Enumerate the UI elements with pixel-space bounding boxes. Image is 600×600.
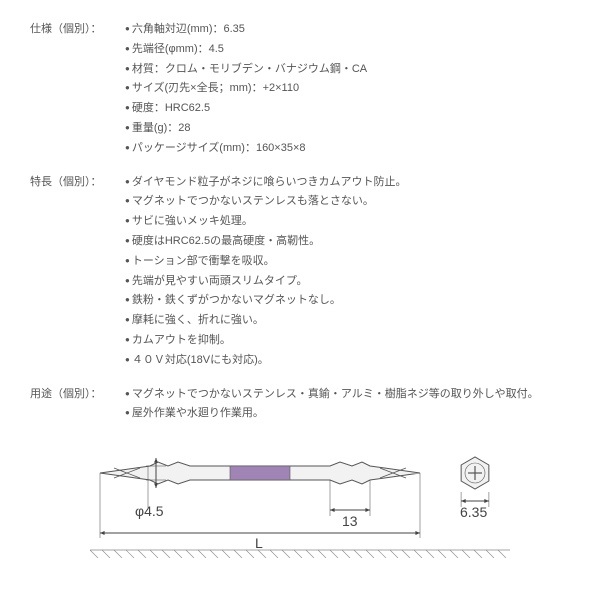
- spec-item-text: トーション部で衝撃を吸収。: [132, 255, 275, 267]
- section-items: ●マグネットでつかないステンレス・真鍮・アルミ・樹脂ネジ等の取り外しや取付。●屋…: [125, 385, 570, 425]
- bullet-icon: ●: [125, 22, 130, 36]
- spec-item-text: 先端が見やすい両頭スリムタイプ。: [132, 275, 308, 287]
- spec-item: ●カムアウトを抑制。: [125, 331, 570, 351]
- spec-item-text: 材質：クロム・モリブデン・バナジウム鋼・CA: [132, 63, 367, 75]
- bullet-icon: ●: [125, 406, 130, 420]
- spec-item-text: 六角軸対辺(mm)：6.35: [132, 23, 245, 35]
- dim-phi: φ4.5: [135, 503, 164, 519]
- spec-item-text: パッケージサイズ(mm)：160×35×8: [132, 142, 306, 154]
- dim-hex: 6.35: [460, 504, 487, 520]
- bullet-icon: ●: [125, 254, 130, 268]
- section-items: ●六角軸対辺(mm)：6.35●先端径(φmm)：4.5●材質：クロム・モリブデ…: [125, 20, 570, 159]
- section-label: 用途（個別）：: [30, 385, 125, 425]
- section: 仕様（個別）：●六角軸対辺(mm)：6.35●先端径(φmm)：4.5●材質：ク…: [30, 20, 570, 159]
- bullet-icon: ●: [125, 175, 130, 189]
- spec-item-text: ダイヤモンド粒子がネジに喰らいつきカムアウト防止。: [132, 176, 407, 188]
- bullet-icon: ●: [125, 141, 130, 155]
- spec-item-text: 硬度：HRC62.5: [132, 102, 210, 114]
- spec-item: ●屋外作業や水廻り作業用。: [125, 404, 570, 424]
- spec-item: ●鉄粉・鉄くずがつかないマグネットなし。: [125, 291, 570, 311]
- spec-item-text: 硬度はHRC62.5の最高硬度・高靭性。: [132, 235, 320, 247]
- bullet-icon: ●: [125, 353, 130, 367]
- bullet-icon: ●: [125, 62, 130, 76]
- bullet-icon: ●: [125, 101, 130, 115]
- spec-item-text: マグネットでつかないステンレス・真鍮・アルミ・樹脂ネジ等の取り外しや取付。: [132, 388, 539, 400]
- spec-item: ●硬度はHRC62.5の最高硬度・高靭性。: [125, 232, 570, 252]
- section-items: ●ダイヤモンド粒子がネジに喰らいつきカムアウト防止。●マグネットでつかないステン…: [125, 173, 570, 371]
- spec-item: ●サイズ(刃先×全長；mm)：+2×110: [125, 79, 570, 99]
- spec-item: ●重量(g)：28: [125, 119, 570, 139]
- spec-item: ●４０Ｖ対応(18Vにも対応)。: [125, 351, 570, 371]
- spec-item: ●パッケージサイズ(mm)：160×35×8: [125, 139, 570, 159]
- section: 特長（個別）：●ダイヤモンド粒子がネジに喰らいつきカムアウト防止。●マグネットで…: [30, 173, 570, 371]
- spec-item-text: 屋外作業や水廻り作業用。: [132, 407, 264, 419]
- spec-item: ●先端径(φmm)：4.5: [125, 40, 570, 60]
- bullet-icon: ●: [125, 333, 130, 347]
- spec-item-text: サイズ(刃先×全長；mm)：+2×110: [132, 82, 299, 94]
- spec-item: ●サビに強いメッキ処理。: [125, 212, 570, 232]
- spec-item-text: マグネットでつかないステンレスも落とさない。: [132, 195, 374, 207]
- bullet-icon: ●: [125, 81, 130, 95]
- spec-item: ●硬度：HRC62.5: [125, 99, 570, 119]
- spec-item-text: 鉄粉・鉄くずがつかないマグネットなし。: [132, 294, 341, 306]
- spec-item: ●マグネットでつかないステンレスも落とさない。: [125, 192, 570, 212]
- bullet-icon: ●: [125, 42, 130, 56]
- section-label: 仕様（個別）：: [30, 20, 125, 159]
- bullet-icon: ●: [125, 387, 130, 401]
- spec-item-text: ４０Ｖ対応(18Vにも対応)。: [132, 354, 269, 366]
- spec-item: ●六角軸対辺(mm)：6.35: [125, 20, 570, 40]
- dim-L: L: [255, 535, 263, 551]
- bullet-icon: ●: [125, 214, 130, 228]
- bullet-icon: ●: [125, 194, 130, 208]
- spec-item-text: カムアウトを抑制。: [132, 334, 231, 346]
- spec-item: ●先端が見やすい両頭スリムタイプ。: [125, 272, 570, 292]
- spec-item: ●マグネットでつかないステンレス・真鍮・アルミ・樹脂ネジ等の取り外しや取付。: [125, 385, 570, 405]
- dimension-diagram: φ4.5 L 13 6.35: [30, 438, 570, 558]
- bullet-icon: ●: [125, 313, 130, 327]
- spec-item: ●ダイヤモンド粒子がネジに喰らいつきカムアウト防止。: [125, 173, 570, 193]
- bullet-icon: ●: [125, 293, 130, 307]
- dim-seg: 13: [342, 513, 358, 529]
- spec-item: ●摩耗に強く、折れに強い。: [125, 311, 570, 331]
- section-label: 特長（個別）：: [30, 173, 125, 371]
- spec-item-text: 重量(g)：28: [132, 122, 191, 134]
- spec-item-text: 摩耗に強く、折れに強い。: [132, 314, 264, 326]
- bullet-icon: ●: [125, 274, 130, 288]
- spec-item: ●材質：クロム・モリブデン・バナジウム鋼・CA: [125, 60, 570, 80]
- spec-item-text: 先端径(φmm)：4.5: [132, 43, 224, 55]
- spec-sections: 仕様（個別）：●六角軸対辺(mm)：6.35●先端径(φmm)：4.5●材質：ク…: [30, 20, 570, 424]
- section: 用途（個別）：●マグネットでつかないステンレス・真鍮・アルミ・樹脂ネジ等の取り外…: [30, 385, 570, 425]
- spec-item: ●トーション部で衝撃を吸収。: [125, 252, 570, 272]
- spec-item-text: サビに強いメッキ処理。: [132, 215, 253, 227]
- bullet-icon: ●: [125, 234, 130, 248]
- bullet-icon: ●: [125, 121, 130, 135]
